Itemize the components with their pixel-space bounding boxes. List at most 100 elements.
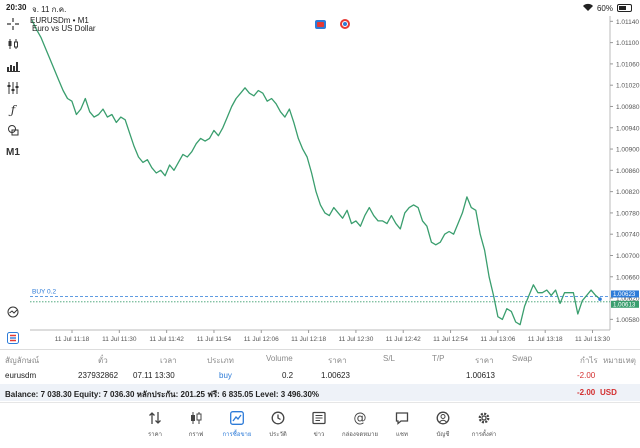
tab-settings[interactable]: การตั้งค่า — [462, 409, 506, 439]
status-right: 60% — [582, 3, 632, 13]
sell-quick-button[interactable] — [315, 20, 326, 29]
tab-history[interactable]: ประวัติ — [256, 409, 300, 439]
y-tick-label: 1.00940 — [616, 125, 640, 132]
indicators-icon[interactable] — [4, 58, 22, 74]
one-click-trade-icon[interactable] — [4, 304, 22, 320]
x-tick-label: 11 Jul 11:18 — [55, 336, 90, 343]
candles-icon[interactable] — [4, 36, 22, 52]
y-tick-label: 1.00900 — [616, 147, 640, 154]
col-symbol: สัญลักษณ์ — [5, 356, 40, 365]
tab-quotes[interactable]: ราคา — [133, 409, 177, 439]
settings-sliders-icon[interactable] — [4, 80, 22, 96]
account-icon — [421, 409, 465, 427]
price-chart-svg[interactable]: 1.01140 1.01100 1.01060 1.01020 1.00980 1.009… — [26, 14, 640, 346]
x-tick-label: 11 Jul 12:06 — [244, 336, 279, 343]
battery-icon — [617, 4, 632, 12]
timeframe-button[interactable]: M1 — [6, 146, 20, 158]
tab-trade[interactable]: การซื้อขาย — [215, 409, 259, 439]
x-tick-label: 11 Jul 12:18 — [291, 336, 326, 343]
status-date: จ. 11 ก.ค. — [32, 5, 67, 14]
y-tick-label: 1.00860 — [616, 168, 640, 175]
col-volume: Volume — [266, 354, 293, 363]
x-tick-label: 11 Jul 12:54 — [433, 336, 468, 343]
y-tick-label: 1.00580 — [616, 317, 640, 324]
position-row[interactable]: eurusdm 237932862 07.11 13:30 buy 0.2 1.… — [0, 366, 640, 384]
tab-mailbox[interactable]: @ กล่องจดหมาย — [338, 409, 382, 439]
y-tick-label: 1.00700 — [616, 253, 640, 260]
tab-chart[interactable]: กราฟ — [174, 409, 218, 439]
total-profit: -2.00 — [577, 388, 596, 397]
tab-label: กราฟ — [188, 432, 204, 438]
y-tick-label: 1.00620 — [616, 296, 640, 303]
col-type: ประเภท — [207, 356, 234, 365]
price-chart[interactable]: 1.01140 1.01100 1.01060 1.01020 1.00980 1.009… — [26, 14, 640, 346]
tab-label: ราคา — [148, 432, 162, 438]
tab-label: กล่องจดหมาย — [341, 432, 379, 438]
status-time: 20:30 — [6, 3, 27, 12]
tab-label: แชท — [396, 432, 408, 438]
col-comment: หมายเหตุ — [603, 356, 636, 365]
chart-toolbar: ƒ M1 — [0, 14, 26, 346]
col-tp: T/P — [432, 354, 445, 363]
col-current-price: ราคา — [475, 356, 494, 365]
y-tick-label: 1.01020 — [616, 83, 640, 90]
row-current-price: 1.00613 — [466, 371, 495, 380]
history-icon — [256, 409, 300, 427]
y-tick-label: 1.00660 — [616, 274, 640, 281]
col-time: เวลา — [160, 356, 177, 365]
y-tick-label: 1.00740 — [616, 232, 640, 239]
y-tick-label: 1.00980 — [616, 104, 640, 111]
x-tick-label: 11 Jul 13:18 — [528, 336, 563, 343]
x-tick-label: 11 Jul 12:30 — [338, 336, 373, 343]
battery-percent: 60% — [596, 3, 613, 13]
x-tick-label: 11 Jul 11:54 — [197, 336, 232, 343]
x-tick-label: 11 Jul 13:30 — [575, 336, 610, 343]
x-tick-label: 11 Jul 12:42 — [386, 336, 421, 343]
col-profit: กำไร — [580, 356, 598, 365]
y-tick-label: 1.01140 — [616, 19, 639, 26]
chart-symbol: EURUSDm • M1 — [30, 16, 89, 25]
mailbox-icon: @ — [353, 410, 367, 426]
price-line — [31, 20, 601, 326]
status-bar: 20:30 จ. 11 ก.ค. 60% — [0, 0, 640, 14]
function-icon[interactable]: ƒ — [10, 103, 16, 117]
news-icon — [297, 409, 341, 427]
tab-label: การตั้งค่า — [471, 432, 497, 438]
crosshair-icon[interactable] — [4, 16, 22, 32]
col-ticket: ตั๋ว — [98, 356, 108, 365]
col-sl: S/L — [383, 354, 396, 363]
row-type: buy — [219, 371, 232, 380]
quick-trade-icon[interactable] — [4, 330, 22, 346]
tab-label: ประวัติ — [269, 432, 287, 438]
tab-label: การซื้อขาย — [222, 432, 252, 438]
bottom-tab-bar: ราคา กราฟ การซื้อขาย ประวัติ ข่าว @ กล่อ… — [0, 402, 640, 448]
tab-account[interactable]: บัญชี — [421, 409, 465, 439]
col-price: ราคา — [328, 356, 347, 365]
col-swap: Swap — [512, 354, 533, 363]
objects-icon[interactable] — [4, 122, 22, 138]
y-tick-label: 1.01060 — [616, 61, 640, 68]
chat-icon — [380, 409, 424, 427]
tab-label: บัญชี — [436, 432, 450, 438]
row-symbol: eurusdm — [5, 371, 37, 380]
bid-price-tag — [611, 290, 639, 298]
x-tick-label: 11 Jul 11:42 — [149, 336, 184, 343]
row-ticket: 237932862 — [78, 371, 119, 380]
wifi-icon — [582, 3, 593, 13]
row-profit: -2.00 — [577, 371, 596, 380]
tab-news[interactable]: ข่าว — [297, 409, 341, 439]
y-tick-label: 1.01100 — [616, 40, 639, 47]
last-price-dot — [598, 297, 602, 301]
x-tick-label: 11 Jul 11:30 — [102, 336, 137, 343]
currency-label: USD — [600, 388, 617, 397]
buy-level-label: BUY 0.2 — [32, 288, 56, 295]
tab-chat[interactable]: แชท — [380, 409, 424, 439]
balance-text: Balance: 7 038.30 Equity: 7 036.30 หลักป… — [5, 390, 320, 399]
row-volume: 0.2 — [282, 371, 294, 380]
x-tick-label: 11 Jul 13:06 — [480, 336, 515, 343]
close-chart-trading-icon[interactable] — [340, 19, 350, 29]
ask-price-tag-label: 1.00613 — [613, 301, 636, 308]
tab-label: ข่าว — [313, 432, 325, 438]
y-tick-label: 1.00780 — [616, 210, 640, 217]
row-open-price: 1.00623 — [321, 371, 350, 380]
